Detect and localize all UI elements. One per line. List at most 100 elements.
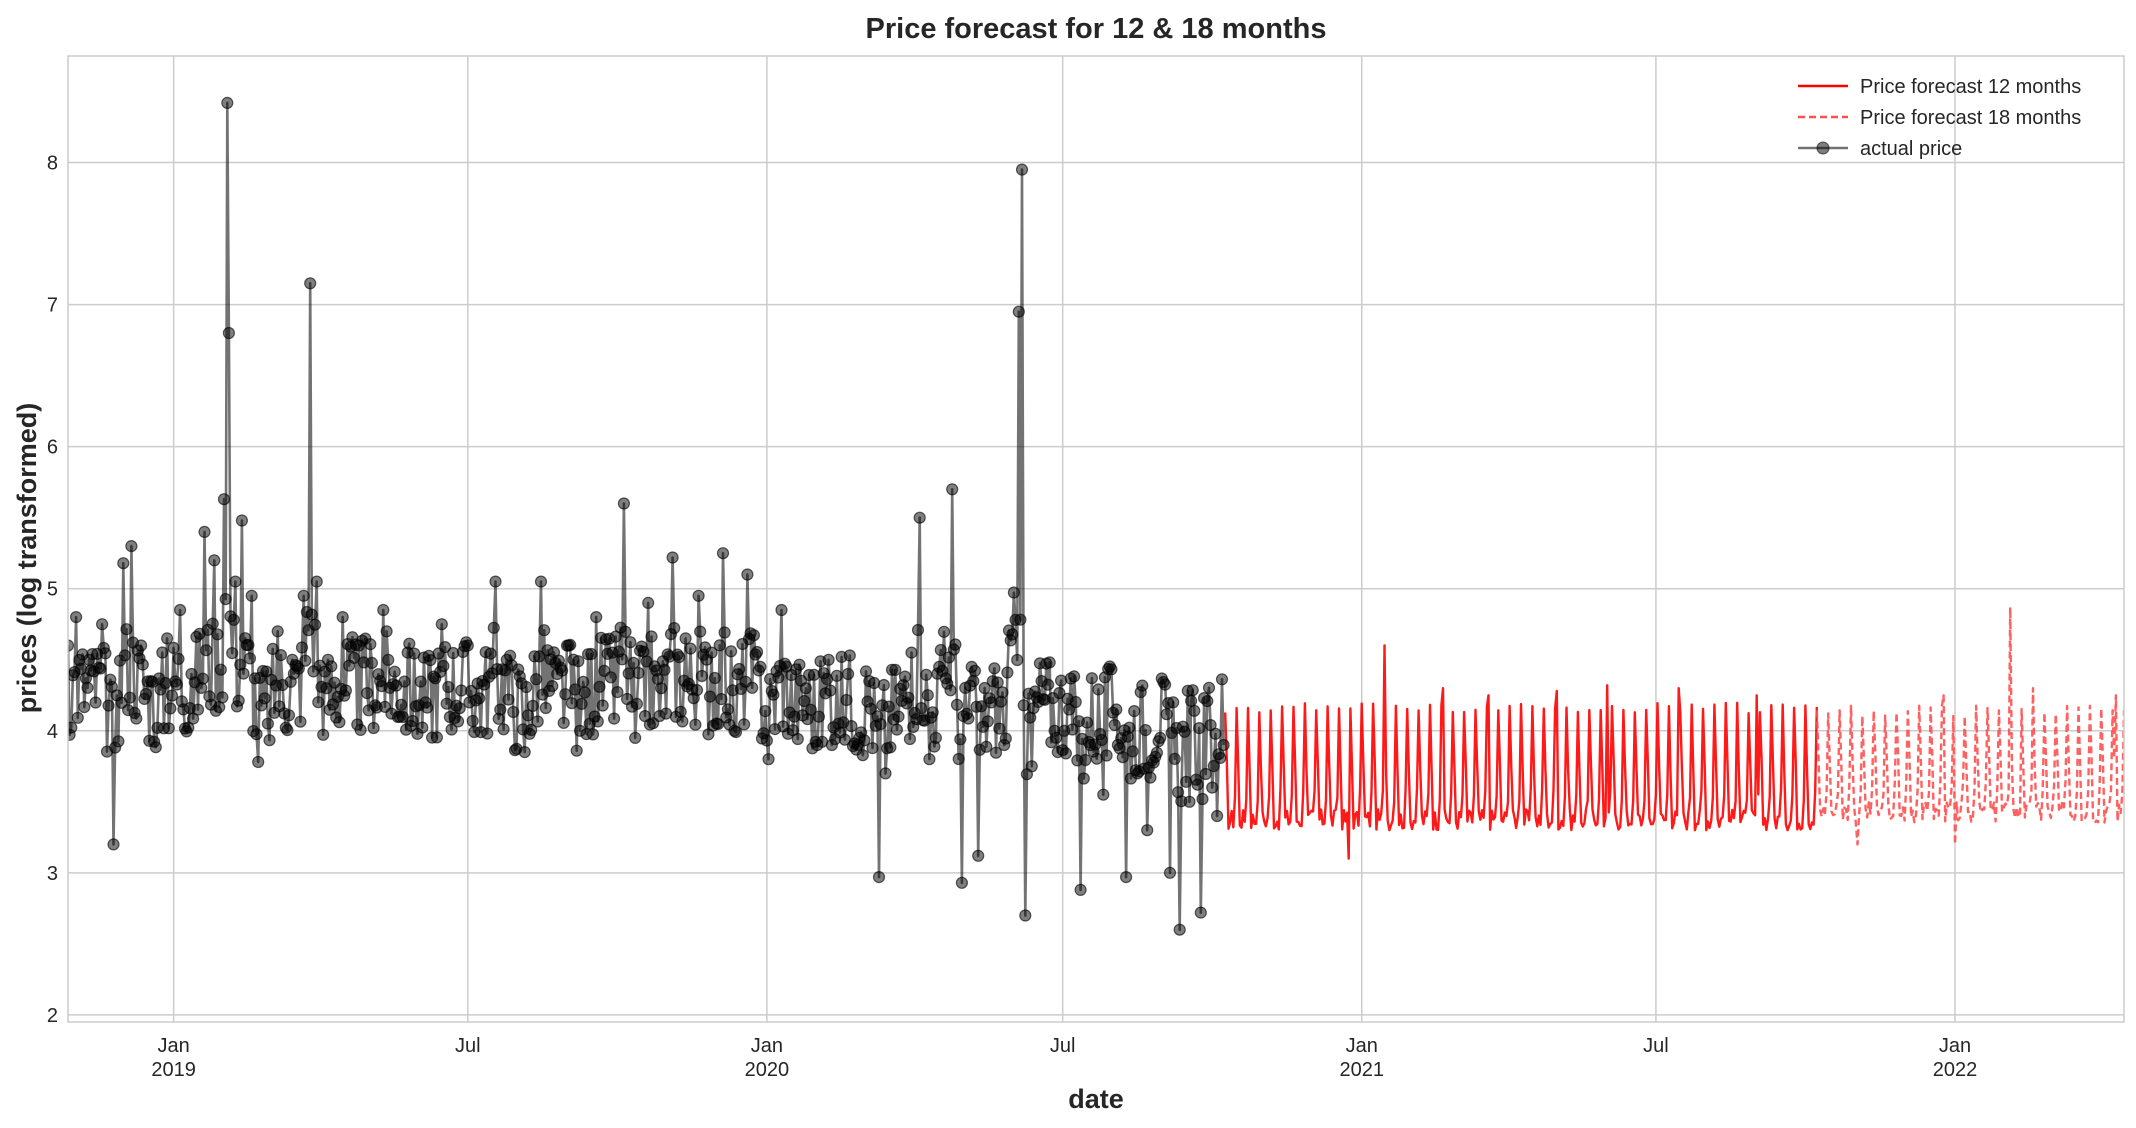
actual-price-marker xyxy=(295,641,309,654)
actual-price-marker xyxy=(531,715,544,728)
actual-price-marker xyxy=(484,647,497,660)
actual-price-marker xyxy=(729,725,743,739)
actual-price-marker xyxy=(167,641,180,655)
actual-price-marker xyxy=(1100,749,1113,762)
actual-price-marker xyxy=(78,700,91,714)
actual-price-marker xyxy=(934,643,947,657)
actual-price-marker xyxy=(227,613,240,626)
actual-price-marker xyxy=(1116,751,1129,764)
actual-price-marker xyxy=(159,676,172,690)
actual-price-marker xyxy=(135,639,148,652)
actual-price-marker xyxy=(666,551,679,564)
actual-price-marker xyxy=(798,694,811,708)
actual-price-marker xyxy=(845,719,858,733)
actual-price-marker xyxy=(741,568,754,581)
actual-price-marker xyxy=(442,680,455,694)
actual-price-marker xyxy=(1191,778,1204,791)
actual-price-marker xyxy=(440,697,453,710)
actual-price-marker xyxy=(750,645,764,659)
actual-price-marker xyxy=(521,709,535,722)
actual-price-marker xyxy=(1119,870,1133,884)
actual-price-marker xyxy=(658,663,671,677)
x-tick-year-label: 2019 xyxy=(151,1059,196,1081)
actual-price-marker xyxy=(944,684,957,697)
actual-price-marker xyxy=(596,699,609,712)
legend-item: Price forecast 18 months xyxy=(1798,107,2081,129)
actual-price-marker xyxy=(593,680,606,693)
plot-background xyxy=(68,56,2124,1022)
actual-price-marker xyxy=(198,525,211,539)
actual-price-marker xyxy=(911,623,925,637)
actual-price-marker xyxy=(672,650,686,664)
actual-price-marker xyxy=(336,610,349,624)
x-tick-year-label: 2020 xyxy=(745,1059,790,1081)
actual-price-marker xyxy=(1069,695,1082,709)
actual-price-marker xyxy=(586,728,600,741)
actual-price-marker xyxy=(317,728,330,741)
actual-price-marker xyxy=(414,675,427,688)
series-forecast-12-months xyxy=(1224,644,1818,860)
legend-label: Price forecast 12 months xyxy=(1860,76,2081,98)
actual-price-marker xyxy=(161,632,174,645)
actual-price-marker xyxy=(952,752,965,766)
actual-price-marker xyxy=(1139,723,1152,737)
actual-price-marker xyxy=(557,716,570,730)
actual-price-marker xyxy=(980,740,993,753)
actual-price-marker xyxy=(1110,703,1123,716)
y-axis-label: prices (log transformed) xyxy=(12,403,42,714)
actual-price-marker xyxy=(222,326,235,340)
actual-price-marker xyxy=(577,675,590,689)
actual-price-marker xyxy=(95,618,109,631)
actual-price-marker xyxy=(520,680,533,694)
actual-price-marker xyxy=(69,610,83,624)
actual-price-marker xyxy=(529,673,543,686)
actual-price-marker xyxy=(156,646,169,659)
y-tick-label: 2 xyxy=(47,1005,58,1027)
actual-price-marker xyxy=(165,689,179,702)
actual-price-marker xyxy=(539,701,552,715)
actual-price-marker xyxy=(754,660,767,674)
actual-price-marker xyxy=(1136,679,1149,692)
actual-price-marker xyxy=(237,667,250,680)
actual-price-marker xyxy=(125,539,138,553)
actual-price-marker xyxy=(926,706,939,719)
actual-price-marker xyxy=(884,741,897,754)
actual-price-marker xyxy=(949,638,962,651)
y-tick-label: 7 xyxy=(47,295,58,317)
actual-price-marker xyxy=(733,662,746,676)
x-tick-label: Jan xyxy=(158,1035,190,1057)
actual-price-marker xyxy=(1059,747,1073,760)
actual-price-marker xyxy=(445,723,458,736)
actual-price-marker xyxy=(258,692,271,705)
actual-price-marker xyxy=(929,731,943,745)
actual-price-marker xyxy=(1077,772,1090,785)
actual-price-marker xyxy=(645,630,658,643)
actual-price-marker xyxy=(497,723,510,736)
actual-price-marker xyxy=(94,662,107,675)
actual-price-marker xyxy=(715,692,728,706)
actual-price-marker xyxy=(555,664,569,677)
actual-price-marker xyxy=(676,715,689,728)
actual-price-marker xyxy=(824,684,837,697)
actual-price-marker xyxy=(858,734,871,747)
actual-price-marker xyxy=(866,741,879,755)
actual-price-marker xyxy=(377,603,390,617)
actual-price-marker xyxy=(767,688,780,701)
actual-price-marker xyxy=(1015,163,1029,176)
actual-price-marker xyxy=(191,703,205,716)
actual-price-marker xyxy=(489,575,502,588)
actual-price-marker xyxy=(1173,923,1186,936)
actual-price-marker xyxy=(1054,674,1068,687)
chart-title: Price forecast for 12 & 18 months xyxy=(866,13,1327,45)
actual-price-marker xyxy=(999,732,1012,745)
y-tick-label: 6 xyxy=(47,437,58,459)
actual-price-marker xyxy=(466,714,479,728)
actual-price-marker xyxy=(1193,721,1206,735)
actual-price-marker xyxy=(1199,767,1212,781)
actual-price-marker xyxy=(395,698,408,711)
actual-price-marker xyxy=(1085,672,1099,685)
actual-price-marker xyxy=(1014,613,1027,626)
actual-price-marker xyxy=(972,849,985,862)
legend: Price forecast 12 months Price forecast 1… xyxy=(1798,76,2081,160)
